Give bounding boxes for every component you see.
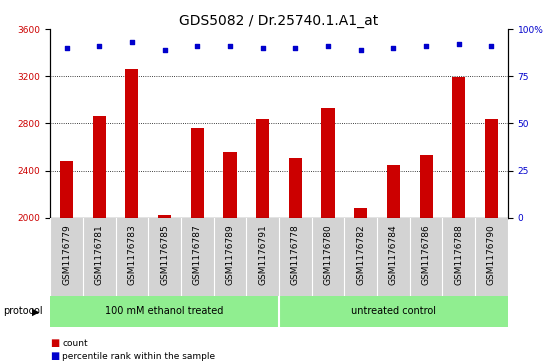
Point [487,43,496,49]
Text: GSM1176782: GSM1176782 [356,224,365,285]
Point [62,45,71,51]
Text: protocol: protocol [3,306,42,316]
Bar [158,215,171,218]
Title: GDS5082 / Dr.25740.1.A1_at: GDS5082 / Dr.25740.1.A1_at [179,14,379,28]
Text: GSM1176787: GSM1176787 [193,224,202,285]
Point [422,43,431,49]
Bar [93,116,106,218]
Point [258,45,267,51]
Point [95,43,104,49]
Text: percentile rank within the sample: percentile rank within the sample [62,352,215,361]
Bar [321,108,335,218]
Text: ■: ■ [50,351,60,362]
Bar [452,77,465,218]
Text: GSM1176784: GSM1176784 [389,224,398,285]
Bar [485,119,498,218]
Point [291,45,300,51]
Text: GSM1176778: GSM1176778 [291,224,300,285]
Text: 100 mM ethanol treated: 100 mM ethanol treated [105,306,224,316]
Text: ■: ■ [50,338,60,348]
Text: GSM1176779: GSM1176779 [62,224,71,285]
Point [160,47,169,53]
Text: GSM1176788: GSM1176788 [454,224,463,285]
Text: GSM1176780: GSM1176780 [324,224,333,285]
Point [127,39,136,45]
Text: GSM1176781: GSM1176781 [95,224,104,285]
Text: GSM1176783: GSM1176783 [127,224,136,285]
Point [356,47,365,53]
Point [324,43,333,49]
Text: GSM1176790: GSM1176790 [487,224,496,285]
Bar [256,119,269,218]
Text: count: count [62,339,88,347]
Bar [191,128,204,218]
Bar [223,152,237,218]
Point [225,43,234,49]
Bar [126,69,138,218]
Point [389,45,398,51]
Text: GSM1176789: GSM1176789 [225,224,234,285]
Bar [354,208,367,218]
Text: ▶: ▶ [32,306,40,316]
Text: GSM1176786: GSM1176786 [422,224,431,285]
Bar [60,161,73,218]
Bar [420,155,432,218]
Bar [289,158,302,218]
Text: GSM1176785: GSM1176785 [160,224,169,285]
Text: untreated control: untreated control [351,306,436,316]
Bar [387,165,400,218]
Point [454,41,463,47]
Point [193,43,202,49]
Text: GSM1176791: GSM1176791 [258,224,267,285]
